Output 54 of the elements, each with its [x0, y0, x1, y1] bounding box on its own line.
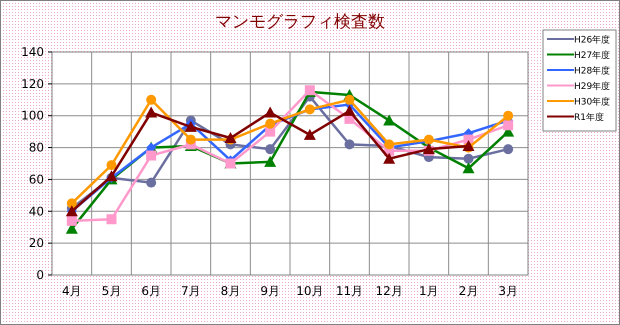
y-tick-label: 0	[36, 268, 44, 282]
chart-title: マンモグラフィ検査数	[215, 12, 385, 32]
legend-label: H27年度	[574, 50, 610, 61]
point	[146, 178, 156, 188]
point	[344, 139, 354, 150]
point	[224, 132, 236, 144]
point	[462, 140, 474, 151]
y-tick-label: 140	[21, 45, 44, 59]
legend-label: H26年度	[574, 34, 610, 46]
legend-label: H28年度	[574, 66, 610, 76]
point	[106, 214, 116, 224]
point	[344, 104, 356, 116]
legend-label: R1年度	[574, 112, 604, 123]
point	[106, 160, 116, 170]
y-tick-label: 100	[21, 108, 44, 123]
x-tick-label: 9月	[260, 284, 280, 298]
x-tick-label: 7月	[181, 284, 201, 298]
x-tick-label: 12月	[376, 284, 403, 298]
point	[462, 162, 474, 174]
point	[304, 128, 316, 140]
point	[344, 94, 354, 105]
point	[503, 110, 514, 121]
point	[264, 106, 276, 118]
x-tick-label: 1月	[419, 284, 439, 298]
point	[264, 156, 276, 167]
x-tick-label: 11月	[336, 284, 364, 298]
point	[503, 120, 514, 130]
point	[145, 106, 158, 118]
x-tick-label: 10月	[296, 284, 324, 298]
x-tick-label: 8月	[220, 284, 240, 298]
point	[464, 154, 474, 164]
point	[383, 152, 396, 164]
point	[66, 198, 77, 208]
legend-label: H29年度	[574, 81, 610, 92]
point	[503, 144, 514, 154]
point	[184, 120, 197, 132]
y-tick-label: 20	[28, 236, 44, 250]
point	[186, 134, 196, 145]
x-tick-label: 5月	[102, 284, 122, 298]
x-tick-label: 6月	[141, 284, 161, 298]
point	[146, 94, 156, 105]
point	[106, 170, 118, 182]
x-tick-label: 2月	[458, 284, 478, 298]
y-tick-label: 60	[28, 172, 44, 186]
point	[146, 150, 156, 161]
y-tick-label: 80	[28, 140, 44, 155]
point	[265, 144, 276, 154]
x-tick-label: 3月	[498, 284, 518, 298]
legend-label: H30年度	[574, 96, 610, 108]
point	[383, 114, 396, 126]
point	[66, 216, 77, 226]
y-tick-label: 40	[28, 204, 44, 218]
y-tick-label: 120	[21, 76, 44, 91]
x-tick-label: 4月	[62, 284, 82, 298]
